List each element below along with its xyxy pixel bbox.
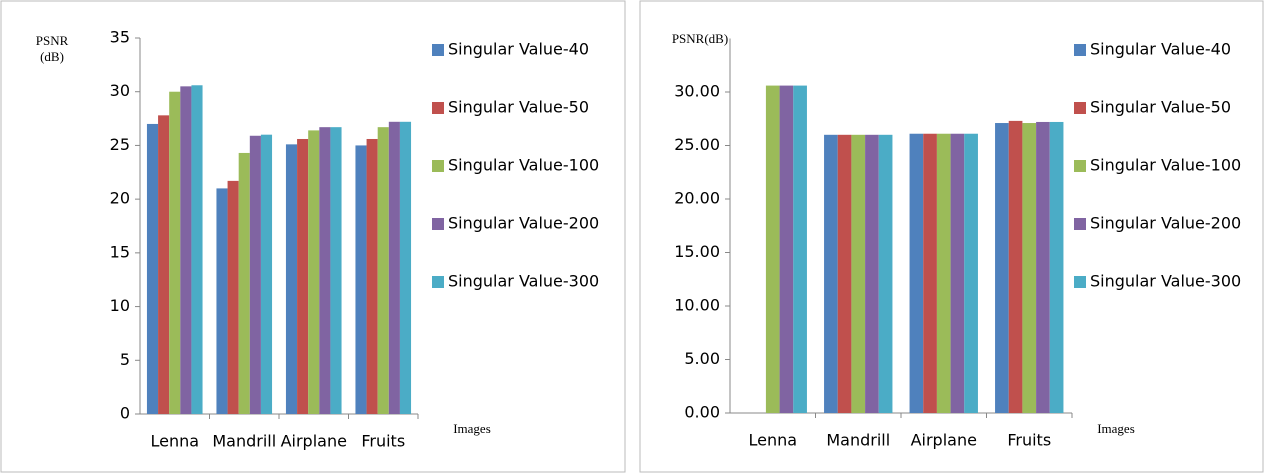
y-tick-label: 5 — [120, 350, 130, 369]
legend-swatch — [1074, 44, 1086, 56]
bar — [824, 134, 838, 414]
bar — [191, 85, 203, 415]
bar — [377, 127, 389, 414]
y-tick-label: 10.00 — [674, 296, 720, 315]
legend-swatch — [432, 218, 444, 230]
legend-label: Singular Value-100 — [1090, 156, 1241, 175]
bar — [355, 145, 367, 414]
x-tick-label: Lenna — [150, 432, 199, 451]
legend-swatch — [1074, 160, 1086, 172]
bar — [1022, 123, 1037, 413]
bar — [995, 123, 1009, 413]
bar — [765, 85, 780, 413]
x-tick-label: Mandrill — [826, 431, 890, 450]
bar — [865, 134, 879, 414]
legend-swatch — [432, 44, 444, 56]
bar — [260, 134, 273, 414]
bar — [837, 134, 852, 414]
y-axis-label: PSNR(dB) — [672, 31, 728, 46]
y-tick-label: 30.00 — [674, 82, 720, 101]
y-tick-label: 5.00 — [684, 349, 720, 368]
x-tick-label: Lenna — [748, 431, 797, 450]
legend-label: Singular Value-200 — [1090, 214, 1241, 233]
bar — [950, 133, 965, 414]
y-tick-label: 15.00 — [674, 242, 720, 261]
y-axis-label: (dB) — [40, 49, 64, 64]
bar — [180, 86, 192, 414]
bar — [238, 152, 250, 414]
y-tick-label: 25.00 — [674, 135, 720, 154]
bar — [878, 134, 893, 414]
y-tick-label: 20.00 — [674, 189, 720, 208]
y-tick-label: 10 — [110, 296, 130, 315]
bar — [936, 133, 951, 414]
bar — [909, 133, 924, 414]
legend-swatch — [432, 160, 444, 172]
y-tick-label: 0 — [120, 404, 130, 423]
bar — [308, 130, 320, 415]
y-tick-label: 35 — [110, 28, 130, 47]
y-tick-label: 0.00 — [684, 403, 720, 422]
bar — [216, 188, 228, 414]
y-tick-label: 20 — [110, 189, 130, 208]
bar — [399, 121, 412, 415]
bar — [1049, 121, 1064, 414]
bar — [366, 138, 378, 415]
y-axis-label: PSNR — [36, 33, 69, 48]
bar — [319, 127, 331, 414]
x-axis-label: Images — [1097, 421, 1135, 436]
panel-border — [639, 0, 1264, 473]
x-tick-label: Mandrill — [212, 432, 276, 451]
legend-label: Singular Value-50 — [448, 98, 589, 117]
legend-swatch — [1074, 102, 1086, 114]
bar — [330, 127, 342, 414]
bar — [779, 85, 794, 413]
legend-swatch — [432, 102, 444, 114]
x-tick-label: Fruits — [1007, 431, 1051, 450]
bar — [169, 91, 181, 414]
bar — [1036, 121, 1050, 414]
bar — [227, 180, 239, 414]
panel-border — [0, 0, 626, 473]
legend-label: Singular Value-200 — [448, 214, 599, 233]
legend-label: Singular Value-40 — [1090, 40, 1231, 59]
legend-swatch — [432, 276, 444, 288]
y-tick-label: 15 — [110, 242, 130, 261]
bar — [146, 123, 159, 414]
bar — [1008, 120, 1023, 413]
bar — [249, 135, 261, 414]
x-tick-label: Airplane — [911, 431, 977, 450]
bar — [158, 115, 170, 414]
y-tick-label: 30 — [110, 81, 130, 100]
x-axis-label: Images — [453, 421, 491, 436]
bar — [297, 138, 309, 415]
legend-swatch — [1074, 276, 1086, 288]
legend-label: Singular Value-100 — [448, 156, 599, 175]
bar — [923, 133, 937, 414]
legend-label: Singular Value-50 — [1090, 98, 1231, 117]
bar — [388, 121, 400, 415]
legend-label: Singular Value-40 — [448, 40, 589, 59]
bar — [964, 133, 978, 414]
x-tick-label: Airplane — [281, 432, 347, 451]
bar — [851, 134, 866, 414]
x-tick-label: Fruits — [361, 432, 405, 451]
legend-label: Singular Value-300 — [448, 272, 599, 291]
bar — [793, 85, 807, 413]
y-tick-label: 25 — [110, 135, 130, 154]
legend-swatch — [1074, 218, 1086, 230]
legend-label: Singular Value-300 — [1090, 272, 1241, 291]
bar — [285, 144, 298, 414]
